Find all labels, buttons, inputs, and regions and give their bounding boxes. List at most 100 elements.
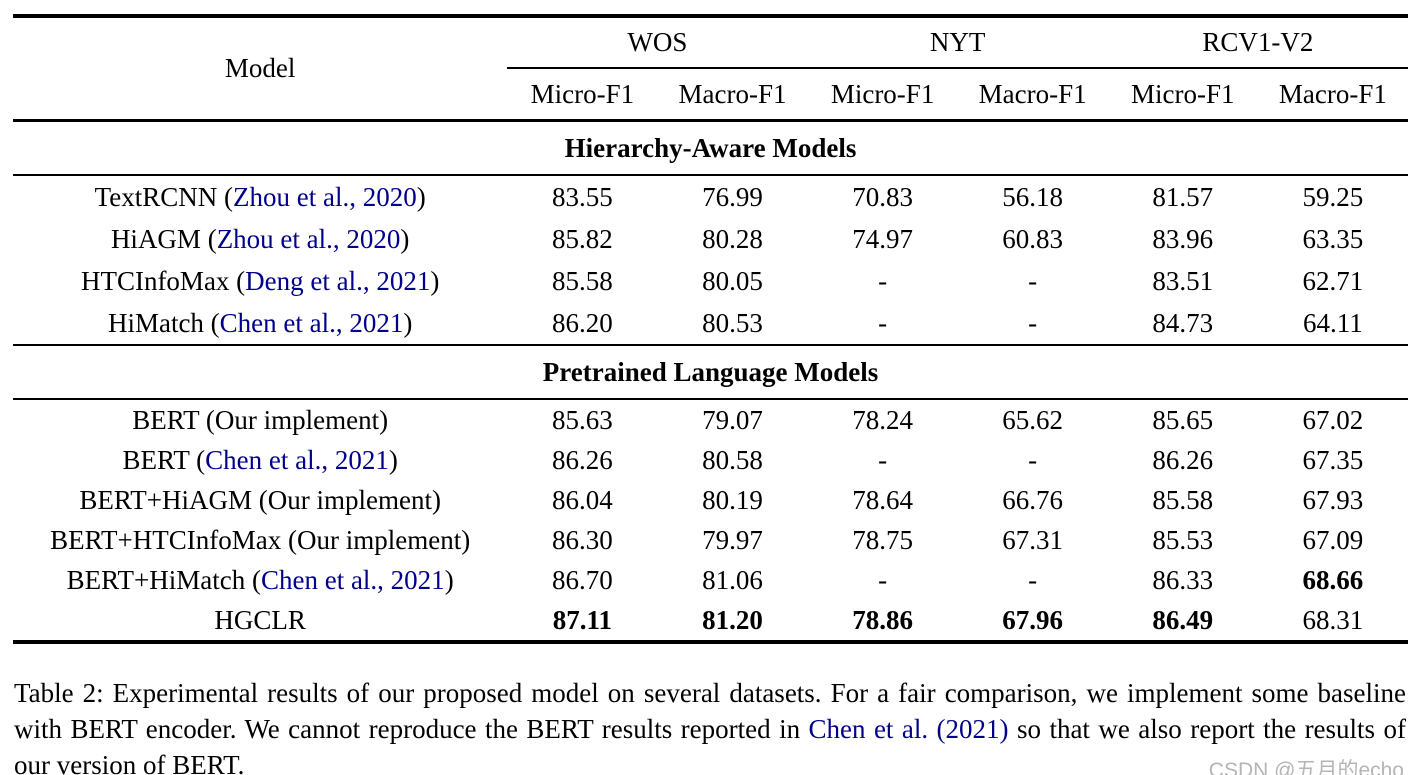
value-cell: 83.51: [1152, 265, 1214, 296]
value-cell: -: [878, 564, 888, 595]
model-name-suffix: ): [430, 265, 440, 296]
paper-page: Model WOS NYT RCV1-V2 Micro-F1 Macro-F1 …: [0, 14, 1421, 775]
value-cell: 86.49: [1152, 604, 1214, 635]
model-cell: HTCInfoMax (Deng et al., 2021): [13, 260, 507, 302]
value-cell: 80.53: [702, 307, 763, 338]
table-row: BERT+HTCInfoMax (Our implement) 86.30 79.9…: [13, 520, 1408, 560]
value-cell: 80.28: [702, 223, 763, 254]
value-cell: 68.31: [1302, 604, 1364, 635]
value-cell: 78.86: [852, 604, 913, 635]
model-cell: HGCLR: [13, 600, 507, 642]
model-name-suffix: ): [416, 181, 426, 212]
citation-link[interactable]: Chen et al., 2021: [260, 564, 445, 595]
table-row: HiAGM (Zhou et al., 2020) 85.82 80.28 74.97…: [13, 218, 1408, 260]
caption-text: so that we also report the results of ou…: [14, 714, 1406, 775]
section-title-row: Hierarchy-Aware Models: [13, 119, 1408, 176]
value-cell: 85.65: [1152, 404, 1214, 435]
value-cell: 67.09: [1302, 524, 1364, 555]
value-cell: 78.75: [852, 524, 913, 555]
value-cell: 67.02: [1302, 404, 1364, 435]
value-cell: 64.11: [1303, 307, 1363, 338]
model-cell: TextRCNN (Zhou et al., 2020): [13, 175, 507, 218]
citation-link[interactable]: Zhou et al., 2020: [216, 223, 401, 254]
table-row: HGCLR 87.11 81.20 78.86 67.96 86.49 68.31: [13, 600, 1408, 642]
value-cell: 85.63: [552, 404, 613, 435]
citation-link[interactable]: Zhou et al., 2020: [232, 181, 417, 212]
metric-header: Micro-F1: [1131, 78, 1235, 109]
value-cell: 86.30: [552, 524, 613, 555]
value-cell: 84.73: [1152, 307, 1214, 338]
model-name: BERT (: [122, 444, 206, 475]
value-cell: 70.83: [852, 181, 913, 212]
value-cell: -: [878, 307, 888, 338]
model-name: BERT (Our implement): [132, 404, 389, 435]
value-cell: 56.18: [1002, 181, 1064, 212]
metric-header: Micro-F1: [830, 78, 935, 109]
citation-link[interactable]: Deng et al., 2021: [245, 265, 431, 296]
results-table-area: Model WOS NYT RCV1-V2 Micro-F1 Macro-F1 …: [13, 14, 1408, 644]
value-cell: -: [878, 444, 888, 475]
value-cell: 67.31: [1002, 524, 1064, 555]
model-name: TextRCNN (: [94, 181, 233, 212]
metric-header: Macro-F1: [678, 78, 787, 109]
value-cell: 83.96: [1152, 223, 1214, 254]
value-cell: 67.93: [1302, 484, 1364, 515]
section-title: Pretrained Language Models: [13, 344, 1408, 400]
table-header: Model WOS NYT RCV1-V2 Micro-F1 Macro-F1 …: [13, 16, 1408, 121]
model-name: HTCInfoMax (: [80, 265, 246, 296]
table-row: HTCInfoMax (Deng et al., 2021) 85.58 80.05…: [13, 260, 1408, 302]
value-cell: 63.35: [1302, 223, 1364, 254]
table-row: HiMatch (Chen et al., 2021) 86.20 80.53 - - 8…: [13, 302, 1408, 345]
model-cell: BERT+HiAGM (Our implement): [13, 480, 507, 520]
value-cell: 85.82: [552, 223, 613, 254]
value-cell: 86.70: [552, 564, 613, 595]
value-cell: 80.58: [702, 444, 763, 475]
value-cell: 62.71: [1302, 265, 1364, 296]
results-table: Model WOS NYT RCV1-V2 Micro-F1 Macro-F1 …: [13, 14, 1408, 644]
section-title: Hierarchy-Aware Models: [13, 119, 1408, 176]
value-cell: -: [1028, 444, 1038, 475]
citation-link[interactable]: Chen et al., 2021: [205, 444, 389, 475]
value-cell: 81.57: [1152, 181, 1214, 212]
model-name: BERT+HiMatch (: [66, 564, 261, 595]
table-row: BERT+HiMatch (Chen et al., 2021) 86.70 81.…: [13, 560, 1408, 600]
value-cell: 67.35: [1302, 444, 1364, 475]
value-cell: -: [1028, 307, 1038, 338]
model-cell: HiMatch (Chen et al., 2021): [13, 302, 507, 345]
model-column-header: Model: [224, 53, 296, 83]
citation-link[interactable]: Chen et al., 2021: [219, 307, 404, 338]
group-header-rcv1-v2: RCV1-V2: [1107, 16, 1408, 69]
value-cell: 60.83: [1002, 223, 1064, 254]
metric-header-row: Micro-F1 Macro-F1 Micro-F1 Macro-F1 Micr…: [13, 68, 1408, 121]
value-cell: 74.97: [852, 223, 913, 254]
value-cell: 83.55: [552, 181, 613, 212]
value-cell: 66.76: [1002, 484, 1064, 515]
model-name: BERT+HTCInfoMax (Our implement): [50, 524, 471, 555]
value-cell: 79.97: [702, 524, 763, 555]
model-cell: BERT+HTCInfoMax (Our implement): [13, 520, 507, 560]
model-name-suffix: ): [403, 307, 413, 338]
model-cell: HiAGM (Zhou et al., 2020): [13, 218, 507, 260]
value-cell: 81.06: [702, 564, 763, 595]
model-name: BERT+HiAGM (Our implement): [79, 484, 441, 515]
group-header-nyt: NYT: [807, 16, 1108, 69]
value-cell: 85.53: [1152, 524, 1214, 555]
table-body: Hierarchy-Aware Models TextRCNN (Zhou et …: [13, 119, 1408, 643]
value-cell: -: [1028, 265, 1038, 296]
model-name: HGCLR: [214, 604, 306, 635]
model-cell: BERT+HiMatch (Chen et al., 2021): [13, 560, 507, 600]
citation-link[interactable]: Chen et al. (2021): [808, 714, 1009, 744]
table-caption: Table 2: Experimental results of our pro…: [14, 675, 1406, 775]
value-cell: 78.64: [852, 484, 913, 515]
value-cell: -: [878, 265, 888, 296]
model-name-suffix: ): [388, 444, 398, 475]
value-cell: 85.58: [552, 265, 613, 296]
value-cell: 80.19: [702, 484, 763, 515]
group-header-row: Model WOS NYT RCV1-V2: [13, 16, 1408, 83]
value-cell: 78.24: [852, 404, 913, 435]
value-cell: 80.05: [702, 265, 763, 296]
table-row: BERT+HiAGM (Our implement) 86.04 80.19 78.6…: [13, 480, 1408, 520]
value-cell: 81.20: [702, 604, 763, 635]
model-name-suffix: ): [444, 564, 454, 595]
csdn-watermark: CSDN @五月的echo: [1208, 759, 1404, 775]
